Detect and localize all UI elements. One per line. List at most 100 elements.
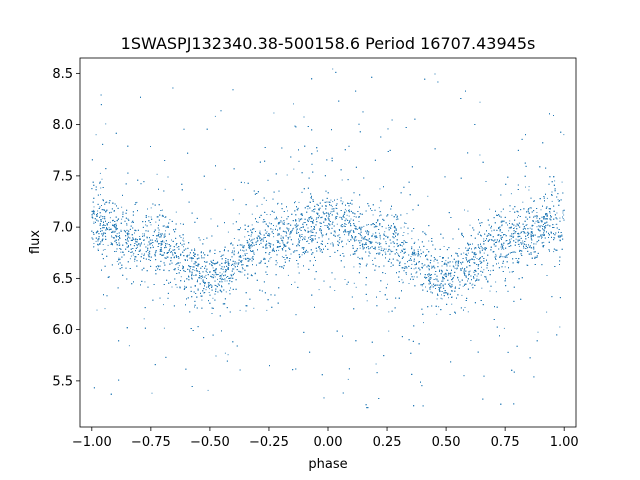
data-point <box>163 225 165 227</box>
data-point <box>411 238 413 240</box>
data-point <box>541 237 542 239</box>
data-point <box>163 327 165 329</box>
data-point <box>137 245 139 247</box>
data-point <box>335 207 337 209</box>
data-point <box>549 212 551 214</box>
data-point <box>350 254 351 256</box>
data-point <box>431 284 433 286</box>
data-point <box>273 247 274 249</box>
data-point <box>483 269 485 271</box>
data-point <box>244 236 246 238</box>
data-point <box>384 251 386 253</box>
data-point <box>226 280 228 282</box>
data-point <box>243 258 245 260</box>
data-point <box>177 267 179 269</box>
data-point <box>239 309 241 311</box>
data-point <box>363 225 365 227</box>
data-point <box>318 289 320 291</box>
data-point <box>537 236 539 238</box>
data-point <box>518 245 520 247</box>
data-point <box>535 243 537 245</box>
data-point <box>228 277 229 279</box>
data-point <box>448 297 449 299</box>
data-point <box>350 218 352 220</box>
data-point <box>269 214 271 216</box>
data-point <box>471 284 473 286</box>
data-point <box>378 248 380 250</box>
data-point <box>410 256 412 258</box>
data-point <box>325 212 327 214</box>
data-point <box>557 199 559 201</box>
data-point <box>147 254 149 256</box>
data-point <box>503 327 505 329</box>
data-point <box>556 212 558 214</box>
data-point <box>329 220 330 222</box>
data-point <box>405 273 407 275</box>
data-point <box>361 237 363 239</box>
data-point <box>224 280 226 282</box>
data-point <box>419 256 421 258</box>
data-point <box>200 278 202 280</box>
data-point <box>441 280 443 282</box>
data-point <box>115 250 117 252</box>
data-point <box>246 265 248 267</box>
data-point <box>330 211 332 213</box>
data-point <box>219 275 221 277</box>
data-point <box>221 274 223 276</box>
data-point <box>513 227 515 229</box>
data-point <box>368 224 369 225</box>
data-point <box>469 224 471 226</box>
data-point <box>384 231 386 233</box>
data-point <box>559 217 561 219</box>
data-point <box>221 279 222 281</box>
data-point <box>189 257 191 259</box>
data-point <box>105 123 107 125</box>
data-point <box>278 234 280 236</box>
data-point <box>439 269 440 271</box>
data-point <box>334 290 336 291</box>
data-point <box>150 224 152 226</box>
data-point <box>395 219 397 221</box>
data-point <box>393 246 395 248</box>
data-point <box>310 230 312 232</box>
data-point <box>554 237 556 239</box>
data-point <box>522 240 524 242</box>
data-point <box>151 392 153 394</box>
data-point <box>379 238 381 240</box>
data-point <box>476 275 478 277</box>
data-point <box>182 265 183 267</box>
data-point <box>385 248 387 250</box>
data-point <box>238 213 240 215</box>
data-point <box>114 230 116 232</box>
data-point <box>336 198 338 200</box>
data-point <box>440 297 442 299</box>
data-point <box>93 206 95 208</box>
data-point <box>463 252 465 254</box>
data-point <box>212 297 214 299</box>
data-point <box>449 282 451 284</box>
data-point <box>184 285 186 287</box>
data-point <box>266 214 268 215</box>
data-point <box>286 174 288 176</box>
data-point <box>422 265 424 267</box>
data-point <box>429 288 431 290</box>
data-point <box>501 220 503 222</box>
data-point <box>411 263 413 265</box>
data-point <box>293 227 295 229</box>
data-point <box>203 239 205 240</box>
data-point <box>347 378 349 380</box>
data-point <box>205 289 207 291</box>
data-point <box>526 264 528 266</box>
data-point <box>562 212 564 214</box>
data-point <box>554 180 556 182</box>
data-point <box>144 281 146 283</box>
data-point <box>281 216 283 218</box>
data-point <box>436 313 438 315</box>
data-point <box>307 230 309 232</box>
data-point <box>281 256 283 258</box>
data-point <box>201 299 203 301</box>
data-point <box>175 264 177 266</box>
data-point <box>233 263 235 264</box>
data-point <box>223 271 225 273</box>
